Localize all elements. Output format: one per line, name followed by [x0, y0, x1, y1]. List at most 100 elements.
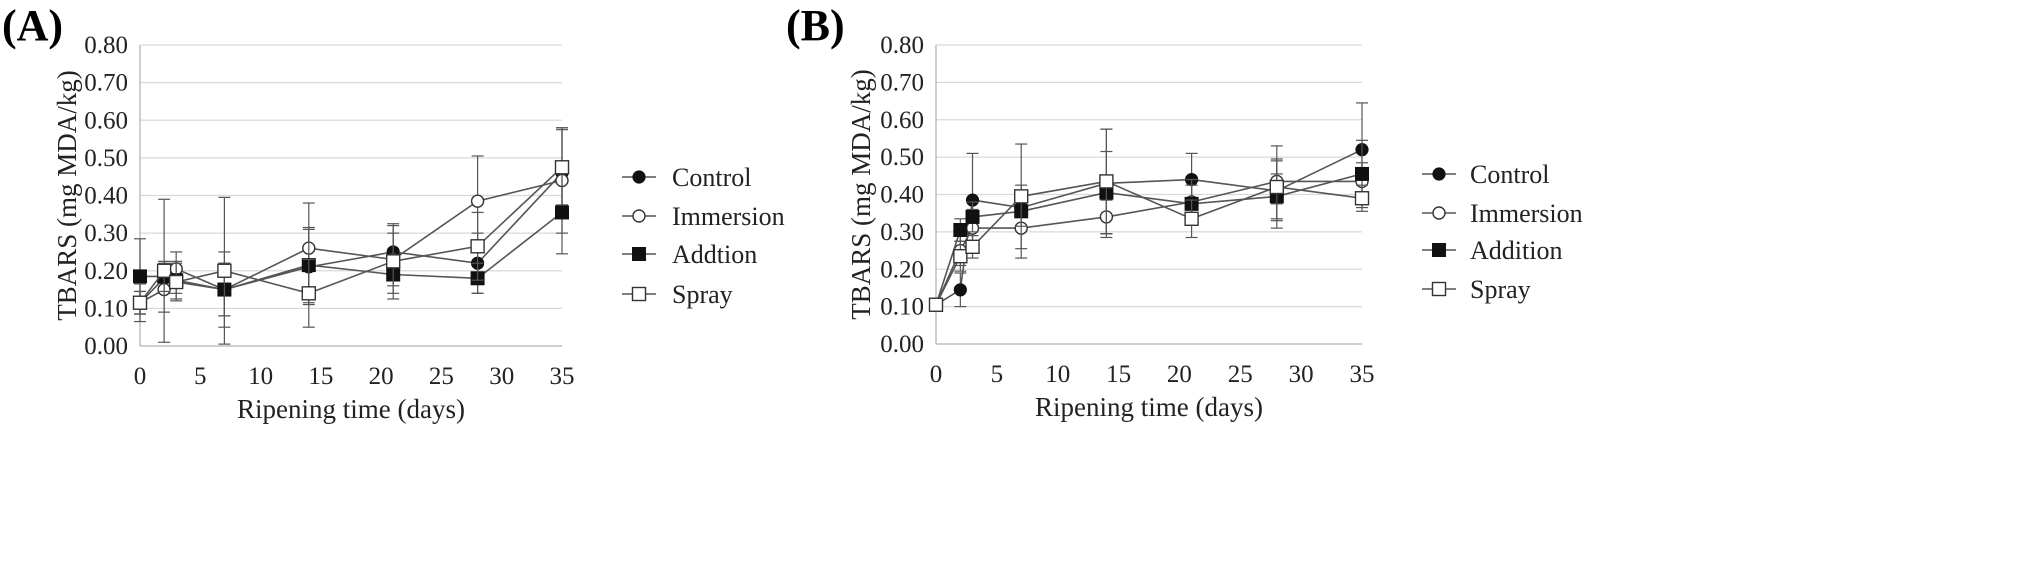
x-tick-label: 30	[1289, 361, 1314, 388]
x-tick-label: 20	[369, 363, 394, 390]
data-point	[217, 263, 232, 278]
series-line	[935, 173, 1363, 306]
y-tick-label: 0.70	[84, 70, 128, 97]
data-point	[965, 209, 980, 224]
data-point	[470, 239, 485, 254]
x-tick-label: 20	[1167, 361, 1192, 388]
y-tick-label: 0.10	[84, 295, 128, 322]
y-tick-label: 0.40	[84, 183, 128, 210]
panel-label: (B)	[786, 1, 845, 50]
legend-item: Immersion	[1422, 199, 1583, 228]
legend-marker	[1432, 206, 1446, 220]
y-tick-label: 0.50	[880, 144, 924, 171]
legend-marker	[632, 170, 646, 184]
legend-item: Addtion	[622, 240, 757, 269]
data-point	[1184, 211, 1199, 226]
y-tick-label: 0.40	[880, 182, 924, 209]
panel-a: (A) 0.00 0.10 0.20 0.30 0.40 0.50 0.60 0.70 0.80 0…	[2, 1, 785, 424]
data-point	[953, 223, 968, 238]
x-tick-label: 15	[308, 363, 333, 390]
x-tick-label: 30	[489, 363, 514, 390]
legend-item: Control	[622, 163, 751, 192]
x-tick-label: 15	[1106, 361, 1131, 388]
legend-label: Control	[672, 163, 751, 192]
x-tick-label: 25	[429, 363, 454, 390]
x-tick-label: 35	[1350, 361, 1375, 388]
legend-item: Addition	[1422, 236, 1562, 265]
series-control	[929, 102, 1369, 312]
series-line	[139, 166, 563, 304]
data-point	[953, 248, 968, 264]
data-point	[132, 295, 148, 310]
legend-item: Spray	[622, 280, 733, 309]
legend-marker	[1431, 281, 1447, 297]
series-spray	[928, 128, 1370, 312]
data-point	[953, 283, 967, 297]
series-addition	[929, 139, 1369, 312]
legend-label: Addtion	[672, 240, 757, 269]
legend-item: Control	[1422, 160, 1549, 189]
y-tick-label: 0.50	[84, 145, 128, 172]
x-tick-label: 5	[991, 361, 1004, 388]
x-axis-title: Ripening time (days)	[237, 394, 465, 424]
data-point	[965, 239, 980, 255]
y-axis-title: TBARS (mg MDA/kg)	[52, 70, 82, 321]
y-tick-label: 0.70	[880, 69, 924, 96]
legend-label: Immersion	[1470, 199, 1583, 228]
data-point	[1099, 174, 1114, 189]
data-point	[1269, 179, 1285, 195]
data-point	[1355, 166, 1369, 181]
x-tick-label: 10	[1045, 361, 1070, 388]
y-tick-label: 0.80	[84, 32, 128, 59]
panel-label: (A)	[2, 1, 63, 50]
y-tick-label: 0.00	[880, 331, 924, 358]
legend-marker	[632, 247, 646, 261]
legend-label: Spray	[1470, 275, 1531, 304]
y-tick-label: 0.60	[880, 107, 924, 134]
panel-b: (B) 0.00 0.10 0.20 0.30 0.40 0.50 0.60 0.70 0.80 0…	[786, 1, 1583, 422]
series-line	[935, 180, 1363, 306]
legend-label: Control	[1470, 160, 1549, 189]
data-point	[133, 269, 147, 284]
series-line	[139, 172, 563, 304]
y-tick-label: 0.20	[880, 256, 924, 283]
legend-marker	[631, 286, 647, 302]
legend-marker	[632, 209, 646, 223]
y-tick-label: 0.60	[84, 107, 128, 134]
data-point	[470, 194, 485, 208]
x-tick-label: 5	[194, 363, 207, 390]
y-tick-label: 0.00	[84, 333, 128, 360]
data-point	[168, 274, 184, 290]
y-tick-label: 0.30	[880, 219, 924, 246]
legend-label: Addition	[1470, 236, 1562, 265]
data-point	[386, 254, 401, 269]
legend-item: Immersion	[622, 202, 785, 231]
y-axis-title: TBARS (mg MDA/kg)	[846, 69, 876, 320]
legend-item: Spray	[1422, 275, 1531, 304]
x-tick-label: 25	[1228, 361, 1253, 388]
legend-marker	[1432, 243, 1446, 257]
data-point	[928, 297, 944, 312]
x-axis-title: Ripening time (days)	[1035, 392, 1263, 422]
data-point	[1014, 189, 1029, 204]
series-spray	[132, 129, 570, 345]
y-tick-label: 0.10	[880, 294, 924, 321]
data-point	[1354, 191, 1370, 206]
x-tick-label: 35	[550, 363, 575, 390]
legend-marker	[1432, 167, 1446, 181]
y-tick-label: 0.20	[84, 258, 128, 285]
x-tick-label: 10	[248, 363, 273, 390]
series-line	[935, 148, 1363, 306]
data-point	[555, 205, 569, 220]
x-tick-label: 0	[134, 363, 147, 390]
legend-label: Spray	[672, 280, 733, 309]
x-tick-label: 0	[930, 361, 943, 388]
legend-label: Immersion	[672, 202, 785, 231]
y-tick-label: 0.30	[84, 220, 128, 247]
data-point	[554, 160, 570, 175]
data-point	[301, 286, 316, 301]
y-tick-label: 0.80	[880, 32, 924, 59]
data-point	[156, 263, 172, 278]
